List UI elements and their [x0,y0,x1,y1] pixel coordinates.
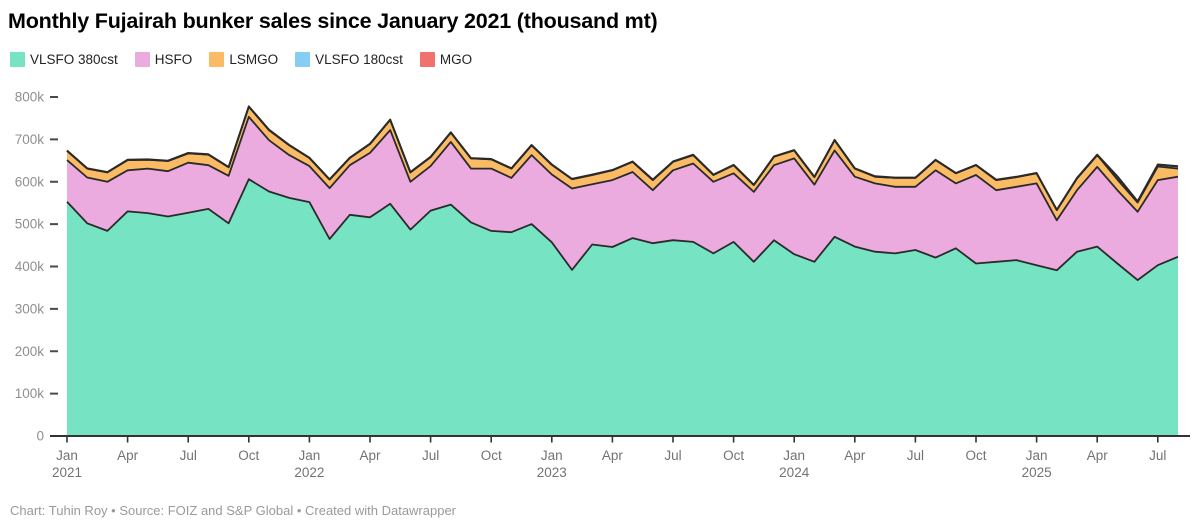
y-tick-label: 300k [15,301,45,316]
legend-swatch [209,52,225,67]
x-tick-label: Jul [1149,448,1166,463]
x-tick-year-label: 2022 [294,465,324,480]
x-tick-year-label: 2025 [1022,465,1052,480]
x-tick-label: Oct [238,448,259,463]
legend-swatch [134,52,150,67]
legend-label: HSFO [154,52,193,67]
y-tick-label: 600k [15,174,45,189]
x-tick-label: Apr [359,448,381,463]
area-series-hsfo[interactable] [67,116,1178,281]
area-series-vlsfo-380cst[interactable] [67,179,1178,436]
x-tick-label: Jul [180,448,197,463]
legend-label: LSMGO [229,52,279,67]
x-tick-label: Apr [117,448,139,463]
y-tick-label: 200k [15,344,45,359]
legend-swatch [295,52,311,67]
x-tick-label: Apr [602,448,624,463]
legend-item-lsmgo: LSMGO [209,52,278,67]
x-tick-label: Apr [1087,448,1109,463]
legend-item-mgo: MGO [419,52,473,67]
x-tick-year-label: 2023 [537,465,567,480]
y-tick-label: 100k [15,386,45,401]
x-tick-label: Jan [299,448,321,463]
y-tick-label: 0 [36,429,44,444]
area-stroke-mgo [66,105,1179,211]
y-tick-label: 700k [15,132,45,147]
page-title: Monthly Fujairah bunker sales since Janu… [8,9,658,33]
legend: VLSFO 380cst HSFO LSMGO VLSFO 180cst MGO [10,52,489,67]
x-tick-label: Jan [56,448,78,463]
area-stroke-vlsfo-380cst [66,178,1179,282]
y-tick-label: 500k [15,217,45,232]
legend-swatch [419,52,435,67]
x-tick-year-label: 2021 [52,465,82,480]
x-tick-label: Jan [1026,448,1048,463]
x-tick-label: Oct [965,448,986,463]
legend-label: MGO [439,52,473,67]
y-tick-label: 400k [15,259,45,274]
chart-footer-credits: Chart: Tuhin Roy • Source: FOIZ and S&P … [10,503,457,518]
y-tick-label: 800k [15,90,45,105]
chart-plot-area[interactable]: 0 100k 200k 300k 400k 500k 600k 700k 800k Jan 2021… [0,85,1200,485]
legend-item-vlsfo-380cst: VLSFO 380cst [10,52,118,67]
x-tick-label: Jan [541,448,563,463]
x-tick-label: Jul [422,448,439,463]
x-tick-label: Apr [844,448,866,463]
legend-label: VLSFO 380cst [30,52,118,67]
legend-item-vlsfo-180cst: VLSFO 180cst [295,52,403,67]
x-tick-label: Oct [481,448,502,463]
x-tick-label: Jan [783,448,805,463]
x-tick-label: Oct [723,448,744,463]
legend-swatch [10,52,25,67]
x-tick-label: Jul [907,448,924,463]
x-tick-year-label: 2024 [779,465,810,480]
legend-item-hsfo: HSFO [134,52,193,67]
area-stroke-hsfo [66,115,1179,222]
x-tick-label: Jul [664,448,681,463]
legend-label: VLSFO 180cst [315,52,403,67]
